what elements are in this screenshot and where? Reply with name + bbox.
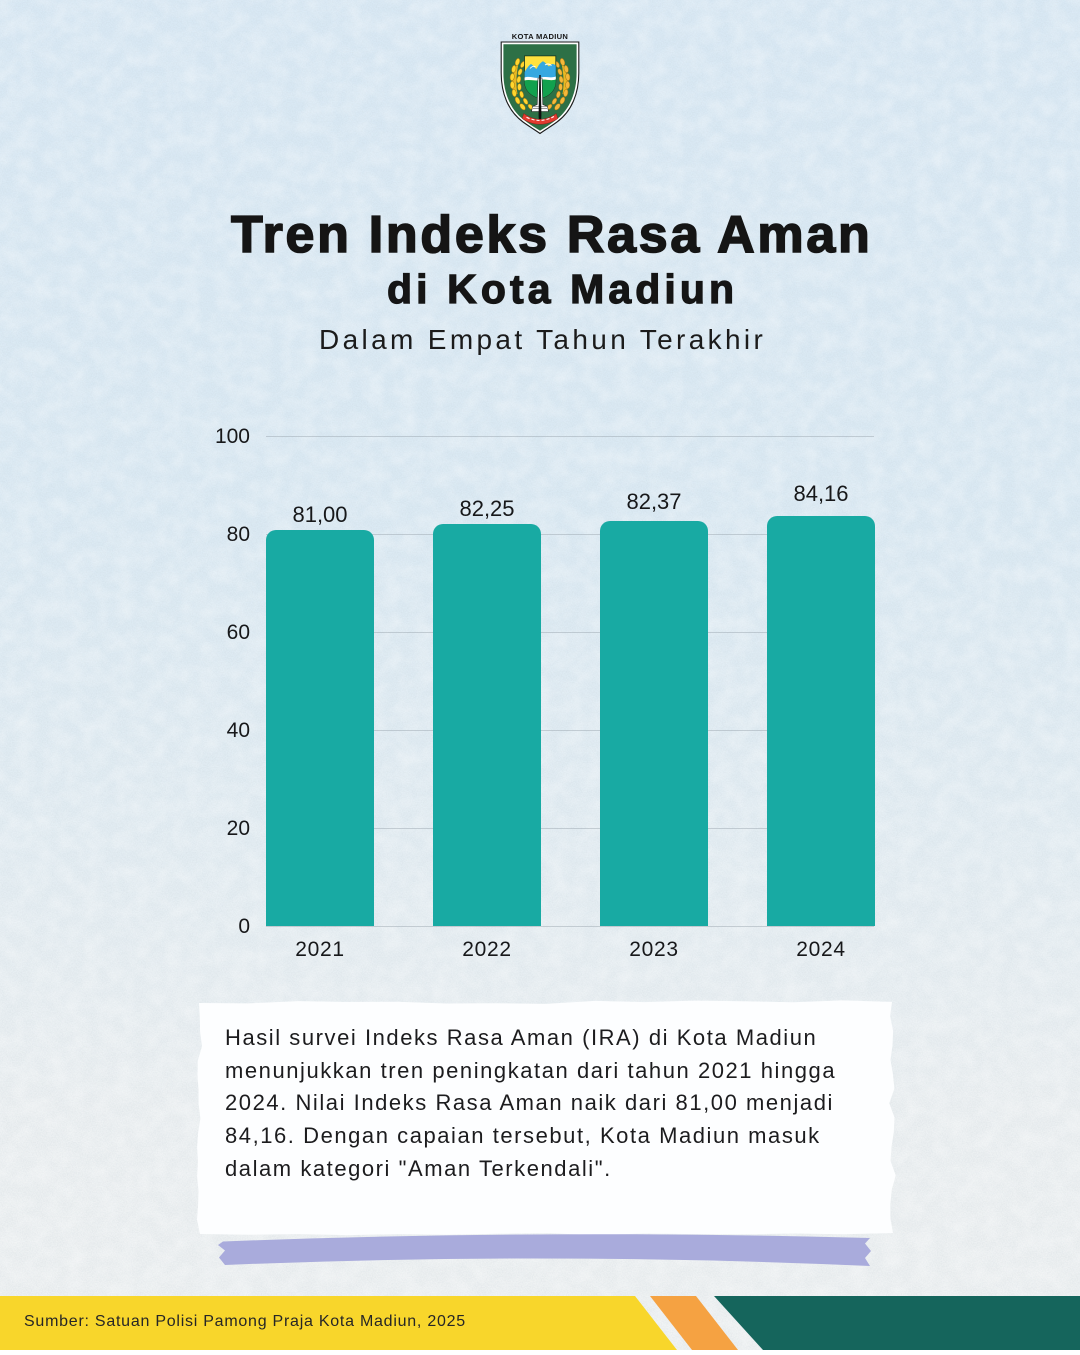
svg-text:KOTA MADIUN: KOTA MADIUN (512, 32, 568, 41)
